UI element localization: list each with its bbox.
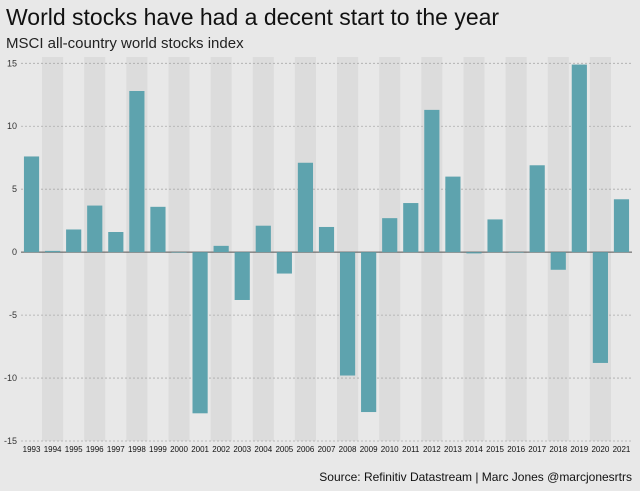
bar-2012 xyxy=(424,109,440,253)
bar-2011 xyxy=(403,203,419,253)
bar-2008 xyxy=(339,252,356,376)
bar-2004 xyxy=(255,225,271,253)
y-tick-label: -10 xyxy=(4,373,17,383)
bar-1997 xyxy=(108,232,124,253)
bar-2016 xyxy=(508,252,524,253)
x-tick-label: 2002 xyxy=(212,445,230,454)
bar-2010 xyxy=(382,218,398,253)
y-tick-label: 5 xyxy=(12,184,17,194)
band-2008 xyxy=(337,57,359,441)
x-tick-label: 1996 xyxy=(86,445,104,454)
x-tick-label: 1994 xyxy=(44,445,62,454)
bar-2007 xyxy=(318,226,335,253)
x-tick-label: 2021 xyxy=(613,445,631,454)
band-2018 xyxy=(547,57,569,441)
x-tick-label: 2004 xyxy=(254,445,272,454)
x-tick-label: 2001 xyxy=(191,445,209,454)
bar-2000 xyxy=(171,252,187,253)
band-2020 xyxy=(589,57,611,441)
bar-2017 xyxy=(529,165,545,253)
bar-2002 xyxy=(213,245,229,253)
bar-2009 xyxy=(361,252,377,413)
x-tick-label: 2013 xyxy=(444,445,462,454)
x-tick-label: 2020 xyxy=(591,445,609,454)
y-axis-ticks: 15 10 5 0 -5 -10 -15 xyxy=(4,58,17,446)
x-tick-label: 2019 xyxy=(570,445,588,454)
bar-2013 xyxy=(445,176,461,253)
bar-2014 xyxy=(466,252,482,254)
x-tick-label: 1993 xyxy=(23,445,41,454)
x-tick-label: 2007 xyxy=(318,445,336,454)
x-tick-label: 2014 xyxy=(465,445,483,454)
band-2014 xyxy=(463,57,485,441)
x-tick-label: 2003 xyxy=(233,445,251,454)
bar-2015 xyxy=(487,219,503,253)
y-tick-label: 10 xyxy=(7,121,17,131)
x-axis-ticks: 1993 1994 1995 1996 1997 1998 1999 2000 2001 2002… xyxy=(23,445,631,454)
x-tick-label: 1997 xyxy=(107,445,125,454)
x-tick-label: 2017 xyxy=(528,445,546,454)
x-tick-label: 2012 xyxy=(423,445,441,454)
x-tick-label: 1998 xyxy=(128,445,146,454)
x-tick-label: 2000 xyxy=(170,445,188,454)
x-tick-label: 2018 xyxy=(549,445,567,454)
x-tick-label: 2009 xyxy=(360,445,378,454)
bar-2001 xyxy=(192,252,208,414)
bar-2003 xyxy=(234,252,250,300)
bar-1996 xyxy=(87,205,103,253)
chart-subtitle: MSCI all-country world stocks index xyxy=(6,35,244,52)
x-tick-label: 2006 xyxy=(297,445,315,454)
band-1994 xyxy=(42,57,64,441)
x-tick-label: 2015 xyxy=(486,445,504,454)
gridlines xyxy=(21,62,632,442)
bar-1995 xyxy=(66,229,82,253)
y-tick-label: -15 xyxy=(4,436,17,446)
x-tick-label: 2016 xyxy=(507,445,525,454)
bar-2005 xyxy=(276,252,292,274)
bar-2006 xyxy=(297,162,314,253)
bar-1999 xyxy=(150,206,166,253)
bar-2021 xyxy=(613,199,630,253)
band-2016 xyxy=(505,57,527,441)
x-tick-label: 2010 xyxy=(381,445,399,454)
x-tick-label: 2005 xyxy=(275,445,293,454)
x-tick-label: 1995 xyxy=(65,445,83,454)
bar-2020 xyxy=(592,252,608,363)
chart-title: World stocks have had a decent start to … xyxy=(6,4,500,30)
y-tick-label: 0 xyxy=(12,247,17,257)
bars xyxy=(23,64,630,414)
y-tick-label: -5 xyxy=(9,310,17,320)
source-note: Source: Refinitiv Datastream | Marc Jone… xyxy=(319,470,632,484)
bar-1998 xyxy=(129,90,145,253)
x-tick-label: 1999 xyxy=(149,445,167,454)
x-tick-label: 2008 xyxy=(339,445,357,454)
y-tick-label: 15 xyxy=(7,58,17,68)
bar-1994 xyxy=(45,250,61,253)
x-tick-label: 2011 xyxy=(402,445,420,454)
bar-2019 xyxy=(571,64,587,253)
band-2000 xyxy=(168,57,190,441)
bar-2018 xyxy=(550,252,566,270)
bar-1993 xyxy=(23,156,40,253)
